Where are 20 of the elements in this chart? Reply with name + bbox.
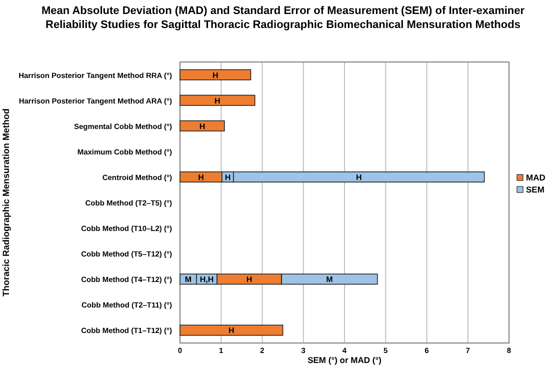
legend-label: SEM (526, 184, 544, 194)
data-label: H (224, 172, 231, 182)
data-label: H,H (200, 275, 214, 284)
data-label: M (326, 275, 334, 284)
chart-title: Mean Absolute Deviation (MAD) and Standard Error of Measurement (SEM) of Inter-examiner Reliability Studies for Sagittal Thoracic Radiographic Biomechanical Mensuration Methods (41, 5, 526, 31)
bar (180, 324, 284, 336)
data-label: H (212, 70, 218, 80)
data-label: M (184, 275, 192, 284)
data-label: H (246, 275, 252, 284)
bar (180, 69, 252, 80)
data-label: H (199, 122, 206, 131)
bar (180, 120, 225, 132)
x-axis-title: SEM (°) or MAD (°) (308, 355, 382, 365)
legend-label: MAD (526, 172, 546, 182)
data-label: H (198, 172, 204, 182)
data-label: H (214, 96, 221, 106)
data-label: H (356, 172, 362, 182)
y-axis-title: Thoracic Radiographic Mensuration Method (1, 108, 11, 297)
data-label: H (228, 326, 235, 336)
bar (180, 94, 256, 106)
